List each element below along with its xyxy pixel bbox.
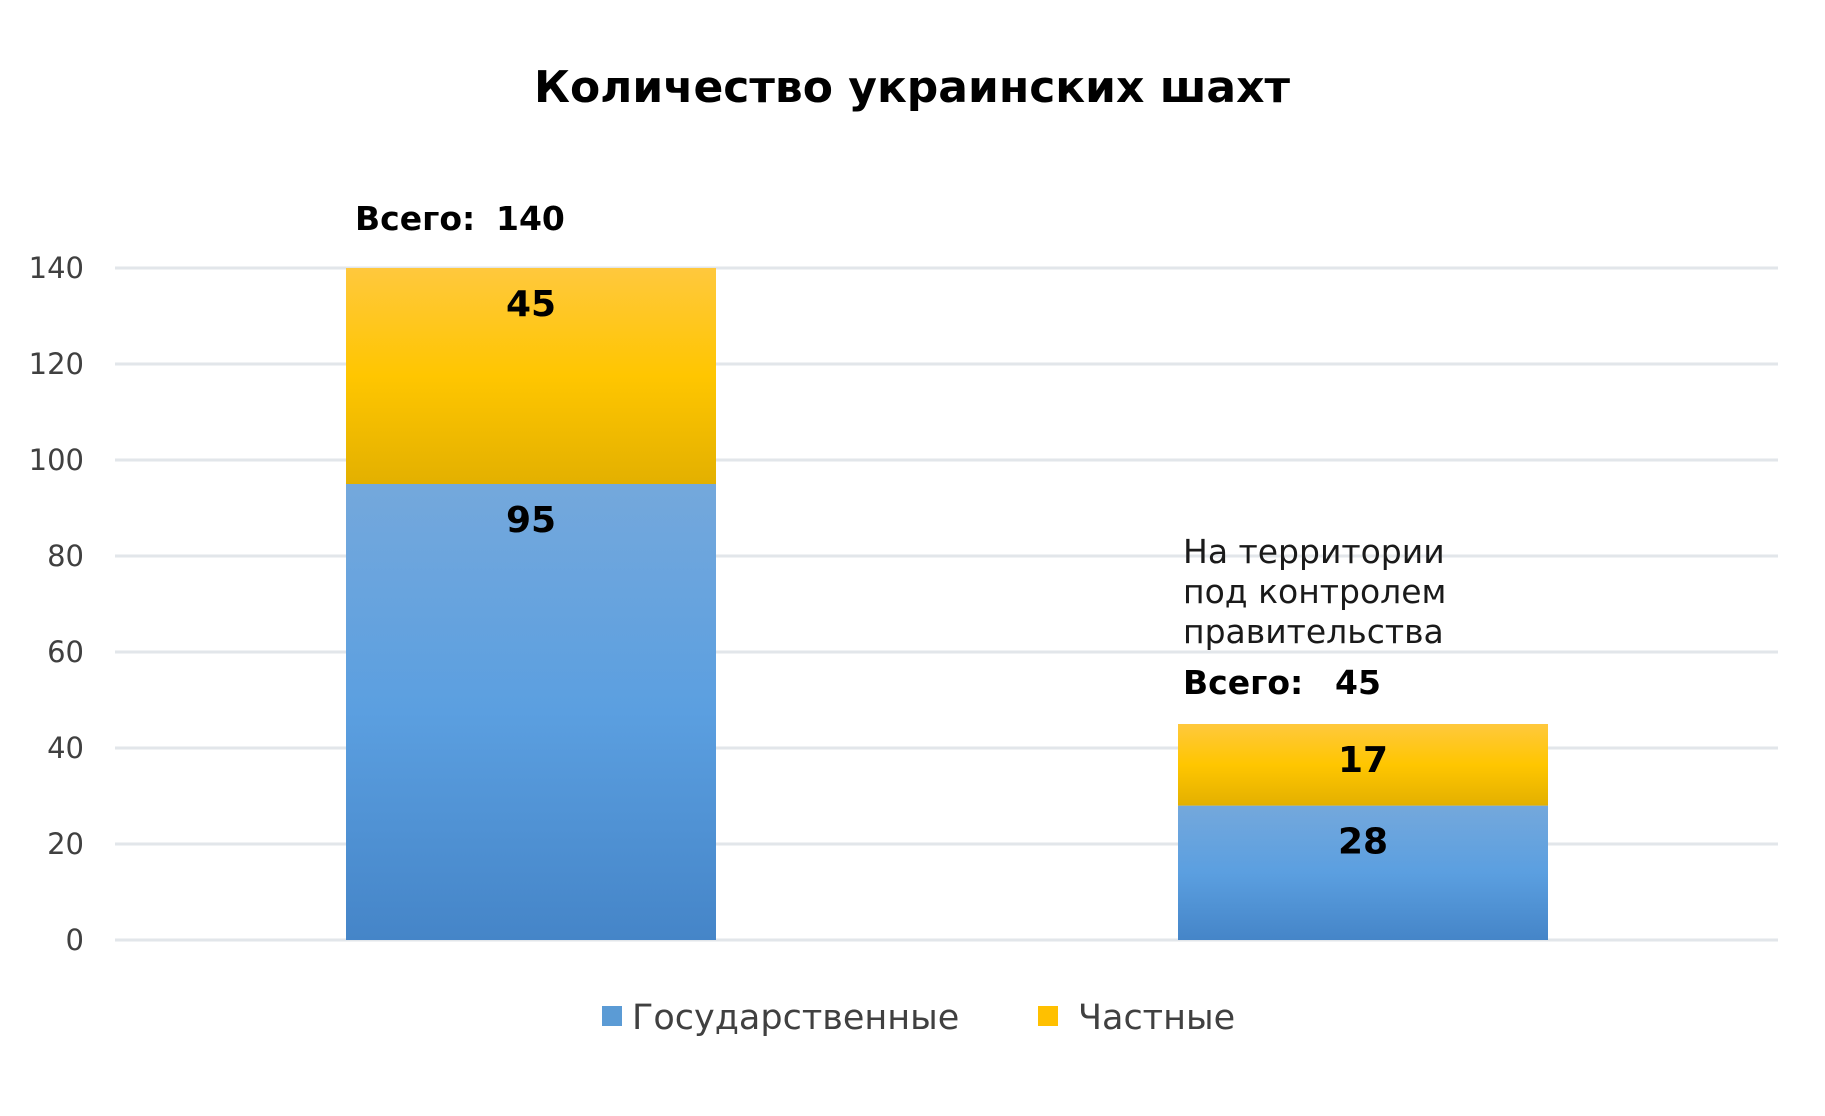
chart-title: Количество украинских шахт — [534, 62, 1291, 113]
y-axis-ticks: 0 20 40 60 80 100 120 140 — [29, 251, 84, 957]
data-label-private-1: 45 — [506, 284, 556, 325]
y-tick-label: 20 — [47, 827, 84, 861]
y-tick-label: 60 — [47, 635, 84, 669]
y-tick-label: 100 — [29, 443, 84, 477]
total-label-2: Всего: 45 — [1183, 663, 1381, 702]
bars — [346, 268, 1548, 940]
y-tick-label: 120 — [29, 347, 84, 381]
annotation-line-1: На территории — [1183, 532, 1445, 571]
total-label-1: Всего: 140 — [355, 199, 565, 238]
data-label-private-2: 17 — [1338, 740, 1388, 781]
total-value-2: 45 — [1335, 663, 1381, 702]
data-labels: 95 45 28 17 — [506, 284, 1388, 863]
data-label-state-1: 95 — [506, 500, 556, 541]
annotation-line-2: под контролем — [1183, 572, 1446, 611]
y-tick-label: 40 — [47, 731, 84, 765]
legend-swatch-state — [602, 1006, 622, 1026]
bar-private-2 — [1178, 724, 1548, 806]
total-label-2-text: Всего: — [1183, 663, 1303, 702]
legend: Государственные Частные — [602, 998, 1235, 1038]
legend-label-state: Государственные — [632, 998, 959, 1038]
y-tick-label: 140 — [29, 251, 84, 285]
data-label-state-2: 28 — [1338, 822, 1388, 863]
bar-state-2 — [1178, 805, 1548, 940]
bar-private-1 — [346, 268, 716, 484]
y-tick-label: 0 — [66, 923, 84, 957]
legend-label-private: Частные — [1078, 998, 1235, 1038]
y-tick-label: 80 — [47, 539, 84, 573]
bar-state-1 — [346, 484, 716, 940]
total-label-1-text: Всего: — [355, 199, 475, 238]
total-value-1: 140 — [496, 199, 565, 238]
legend-swatch-private — [1038, 1006, 1058, 1026]
annotation-line-3: правительства — [1183, 612, 1444, 651]
annotation: На территории под контролем правительств… — [1183, 532, 1446, 651]
